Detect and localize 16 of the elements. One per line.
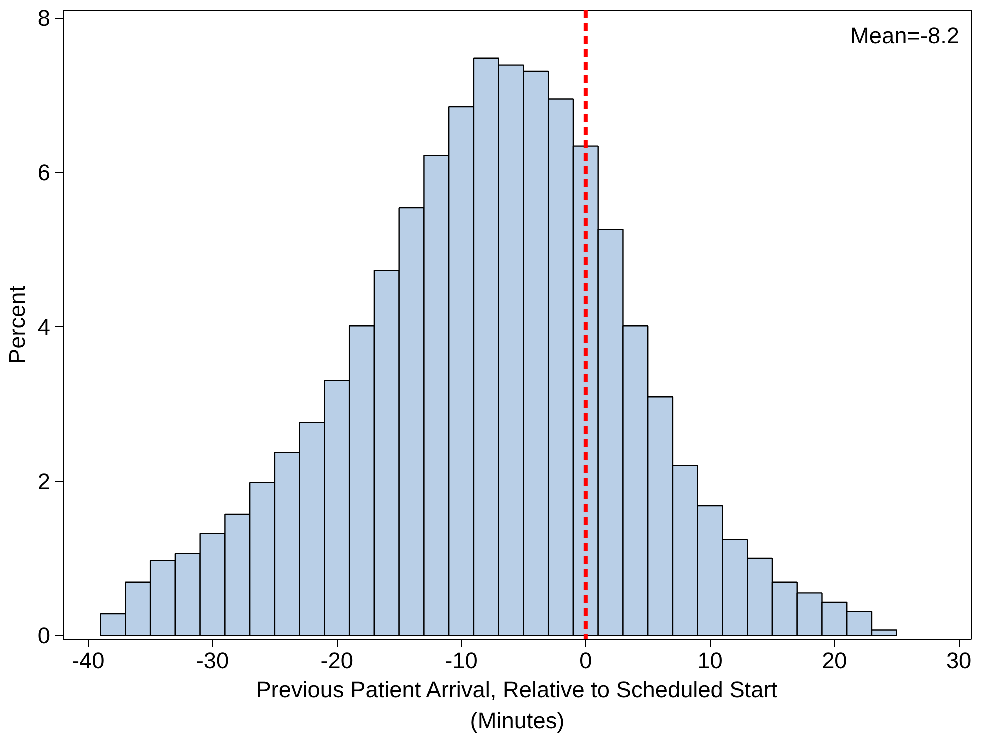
x-tick-label: 10 (698, 648, 723, 674)
x-tick-label: 20 (822, 648, 848, 674)
y-tick-label: 8 (38, 5, 51, 32)
y-tick-label: 0 (38, 622, 51, 649)
x-tick-label: -30 (196, 648, 230, 674)
y-tick-label: 2 (38, 468, 51, 494)
x-tick-label: 30 (946, 648, 972, 674)
x-tick-label: -20 (320, 648, 354, 674)
annotation: Mean=-8.2 (850, 22, 960, 48)
x-tick-label: -40 (72, 648, 105, 674)
x-axis-title: Previous Patient Arrival, Relative to Scheduled Start (Minutes) (256, 676, 778, 734)
y-tick-label: 6 (38, 160, 51, 186)
x-tick-label: 0 (580, 648, 592, 674)
x-tick-label: -10 (445, 648, 478, 674)
y-tick-label: 4 (38, 314, 51, 340)
y-axis-title: Percent (4, 285, 30, 364)
